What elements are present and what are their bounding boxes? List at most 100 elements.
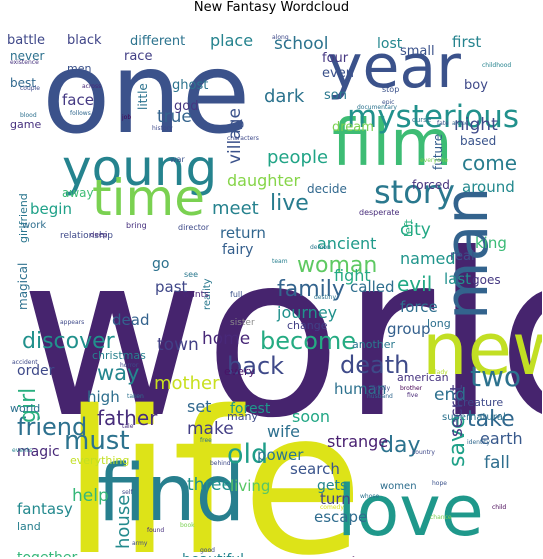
word-three: three bbox=[187, 475, 232, 495]
word-day: day bbox=[380, 433, 420, 458]
word-make: make bbox=[187, 419, 234, 439]
word-characters: characters bbox=[227, 135, 259, 142]
word-young: young bbox=[62, 139, 217, 197]
word-change: change bbox=[287, 319, 328, 332]
word-whose: whose bbox=[360, 493, 380, 500]
word-free: free bbox=[200, 437, 212, 444]
word-comedy: comedy bbox=[320, 504, 344, 511]
word-live: live bbox=[270, 191, 309, 216]
word-team: team bbox=[272, 258, 288, 265]
word-never: never bbox=[10, 49, 44, 63]
word-mother: mother bbox=[154, 373, 220, 394]
word-night: night bbox=[454, 115, 498, 135]
word-forest: forest bbox=[230, 401, 271, 417]
word-gets: gets bbox=[317, 478, 347, 494]
word-order: order bbox=[17, 363, 55, 379]
word-together: together bbox=[17, 550, 78, 557]
word-called: called bbox=[350, 278, 395, 296]
word-book: book bbox=[180, 522, 195, 529]
word-come: come bbox=[462, 151, 517, 175]
word-human: human bbox=[334, 380, 386, 398]
word-horror: horror bbox=[120, 362, 139, 369]
word-become: become bbox=[260, 327, 356, 355]
word-search: search bbox=[290, 460, 340, 478]
word-turn: turn bbox=[320, 490, 351, 508]
word-people: people bbox=[267, 147, 328, 168]
word-found: found bbox=[147, 527, 164, 534]
word-past: past bbox=[155, 278, 188, 296]
word-secret: secret bbox=[447, 384, 467, 437]
word-discover: discover bbox=[22, 329, 116, 354]
word-escape: escape bbox=[314, 508, 367, 526]
word-begin: begin bbox=[30, 200, 72, 218]
word-story: story bbox=[374, 173, 455, 211]
word-everyone: everyone bbox=[420, 157, 448, 164]
word-small: small bbox=[400, 44, 435, 59]
word-boy: boy bbox=[464, 78, 488, 93]
word-race: race bbox=[124, 49, 152, 64]
word-must: must bbox=[64, 426, 130, 456]
word-town: town bbox=[157, 335, 199, 355]
word-bring: bring bbox=[126, 221, 147, 230]
word-another: another bbox=[352, 338, 395, 351]
word-one: one bbox=[42, 29, 250, 159]
word-mysterious: mysterious bbox=[347, 99, 519, 135]
word-death: death bbox=[340, 351, 409, 379]
word-magical: magical bbox=[16, 263, 30, 310]
word-journey: journey bbox=[276, 303, 337, 322]
word-daughter: daughter bbox=[227, 171, 301, 190]
word-best: best bbox=[10, 76, 36, 90]
word-wife: wife bbox=[267, 422, 300, 441]
word-end: end bbox=[434, 385, 466, 405]
word-ghost: ghost bbox=[172, 78, 208, 93]
word-american: american bbox=[397, 371, 449, 384]
word-self: self bbox=[122, 489, 133, 496]
word-son: son bbox=[324, 88, 347, 103]
word-soon: soon bbox=[292, 407, 330, 426]
word-city: city bbox=[400, 220, 431, 240]
word-film: film bbox=[332, 107, 452, 181]
word-force: force bbox=[400, 298, 438, 316]
word-ancient: ancient bbox=[317, 234, 376, 253]
word-two: two bbox=[470, 360, 521, 393]
word-home: home bbox=[202, 329, 250, 349]
word-face: face bbox=[62, 91, 94, 109]
word-fairy: fairy bbox=[222, 242, 253, 258]
word-village: village bbox=[225, 108, 245, 164]
word-king: king bbox=[475, 234, 507, 252]
word-everything: everything bbox=[70, 454, 129, 467]
word-finally: finally bbox=[372, 385, 391, 392]
word-long: long bbox=[427, 317, 451, 330]
word-men: men bbox=[67, 62, 91, 75]
word-christmas: christmas bbox=[92, 349, 146, 362]
word-women: women bbox=[380, 481, 417, 492]
word-god: god bbox=[174, 99, 198, 114]
word-work: work bbox=[22, 220, 46, 231]
word-decide: decide bbox=[307, 182, 347, 196]
word-job: job bbox=[121, 114, 131, 121]
word-alone: alone bbox=[452, 120, 469, 127]
word-magic: magic bbox=[17, 444, 60, 460]
word-couple: couple bbox=[20, 85, 40, 92]
word-way: way bbox=[97, 361, 139, 385]
word-destiny: destiny bbox=[314, 294, 336, 301]
word-group: group bbox=[387, 320, 431, 338]
word-world: world bbox=[20, 206, 542, 468]
word-go: go bbox=[152, 256, 169, 272]
word-new: new bbox=[422, 307, 542, 391]
word-game: game bbox=[10, 118, 41, 131]
word-husband: husband bbox=[367, 393, 393, 400]
word-old: old bbox=[227, 439, 268, 470]
word-return: return bbox=[220, 224, 266, 242]
word-dark: dark bbox=[264, 86, 305, 107]
word-different: different bbox=[130, 34, 185, 49]
word-blood: blood bbox=[20, 112, 37, 119]
word-family: family bbox=[277, 277, 345, 302]
word-events: events bbox=[12, 447, 32, 454]
word-place: place bbox=[210, 31, 253, 50]
word-beautiful: beautiful bbox=[182, 552, 244, 557]
word-real: real bbox=[450, 249, 475, 264]
word-creature: creature bbox=[457, 396, 503, 409]
